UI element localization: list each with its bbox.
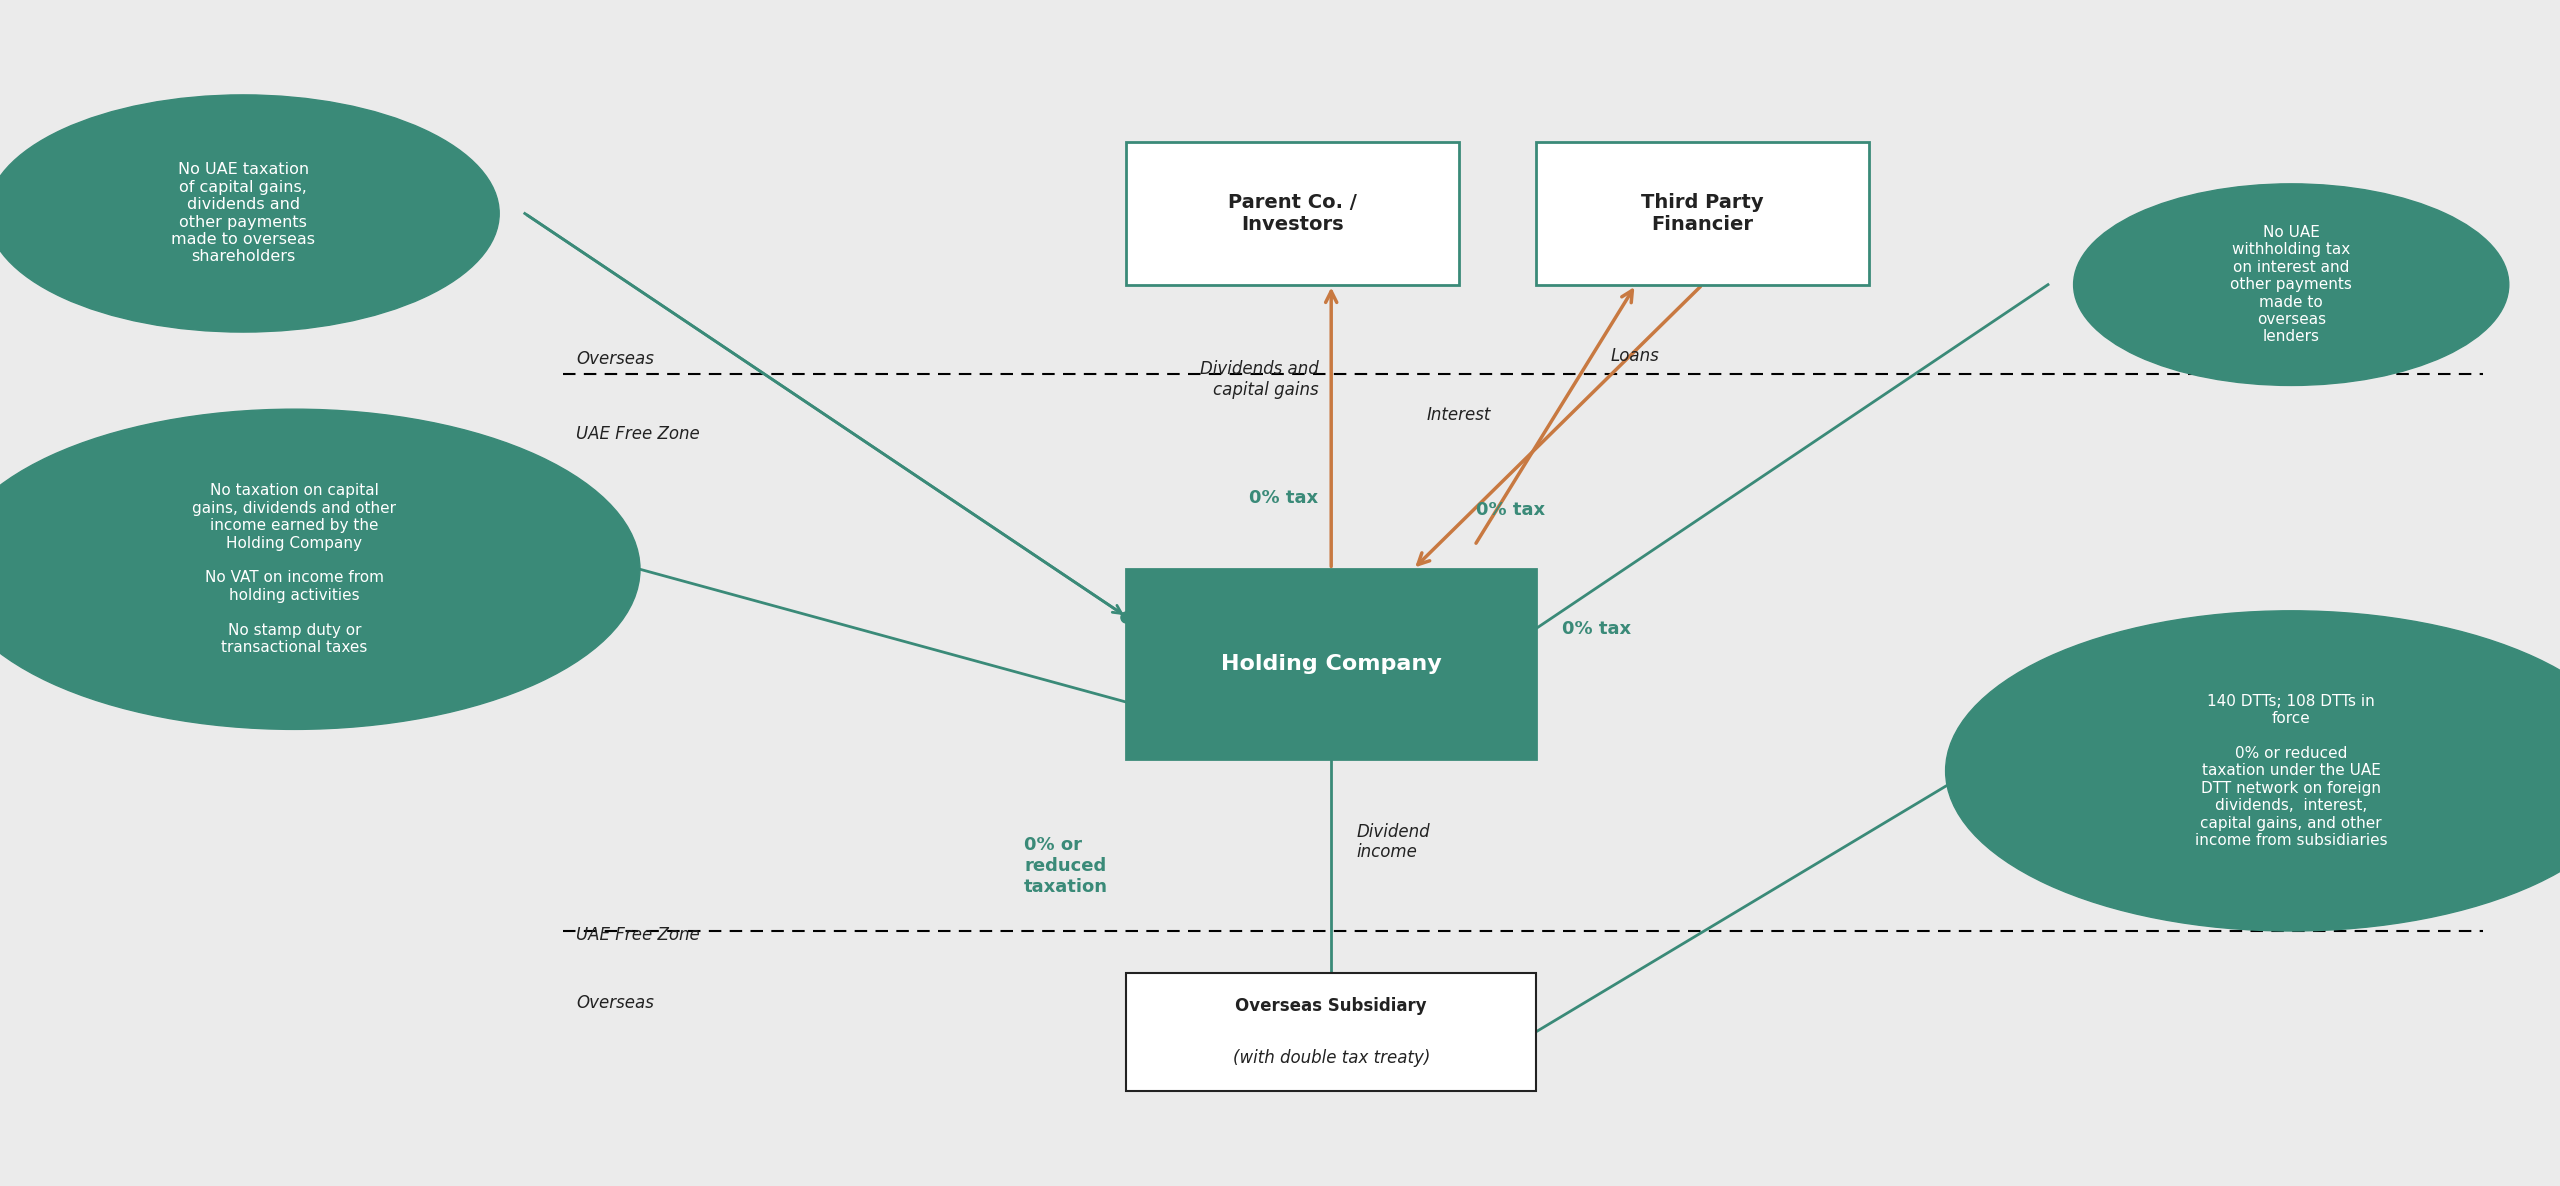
Text: UAE Free Zone: UAE Free Zone: [576, 926, 699, 944]
Text: 0% tax: 0% tax: [1249, 489, 1318, 508]
Text: 140 DTTs; 108 DTTs in
force

0% or reduced
taxation under the UAE
DTT network on: 140 DTTs; 108 DTTs in force 0% or reduce…: [2194, 694, 2388, 848]
Text: Holding Company: Holding Company: [1221, 655, 1441, 674]
FancyBboxPatch shape: [1126, 142, 1459, 285]
Text: No taxation on capital
gains, dividends and other
income earned by the
Holding C: No taxation on capital gains, dividends …: [192, 484, 397, 655]
Text: Dividend
income: Dividend income: [1357, 823, 1431, 861]
Text: Dividends and
capital gains: Dividends and capital gains: [1201, 361, 1318, 398]
FancyBboxPatch shape: [1126, 973, 1536, 1091]
Text: Overseas: Overseas: [576, 350, 653, 368]
Circle shape: [2074, 184, 2509, 385]
Text: (with double tax treaty): (with double tax treaty): [1231, 1048, 1431, 1067]
Text: Overseas Subsidiary: Overseas Subsidiary: [1236, 996, 1426, 1015]
Text: Interest: Interest: [1426, 406, 1492, 425]
Text: 0% tax: 0% tax: [1562, 619, 1631, 638]
Circle shape: [0, 95, 499, 332]
Text: Overseas: Overseas: [576, 994, 653, 1012]
Text: No UAE taxation
of capital gains,
dividends and
other payments
made to overseas
: No UAE taxation of capital gains, divide…: [172, 162, 315, 264]
FancyBboxPatch shape: [1536, 142, 1869, 285]
Text: No UAE
withholding tax
on interest and
other payments
made to
overseas
lenders: No UAE withholding tax on interest and o…: [2230, 225, 2353, 344]
Circle shape: [1946, 611, 2560, 931]
FancyBboxPatch shape: [1126, 569, 1536, 759]
Text: 0% tax: 0% tax: [1475, 500, 1546, 519]
Text: Parent Co. /
Investors: Parent Co. / Investors: [1229, 193, 1357, 234]
Text: Loans: Loans: [1610, 346, 1659, 365]
Text: Third Party
Financier: Third Party Financier: [1641, 193, 1764, 234]
Text: UAE Free Zone: UAE Free Zone: [576, 425, 699, 442]
Circle shape: [0, 409, 640, 729]
Text: 0% or
reduced
taxation: 0% or reduced taxation: [1024, 836, 1108, 895]
